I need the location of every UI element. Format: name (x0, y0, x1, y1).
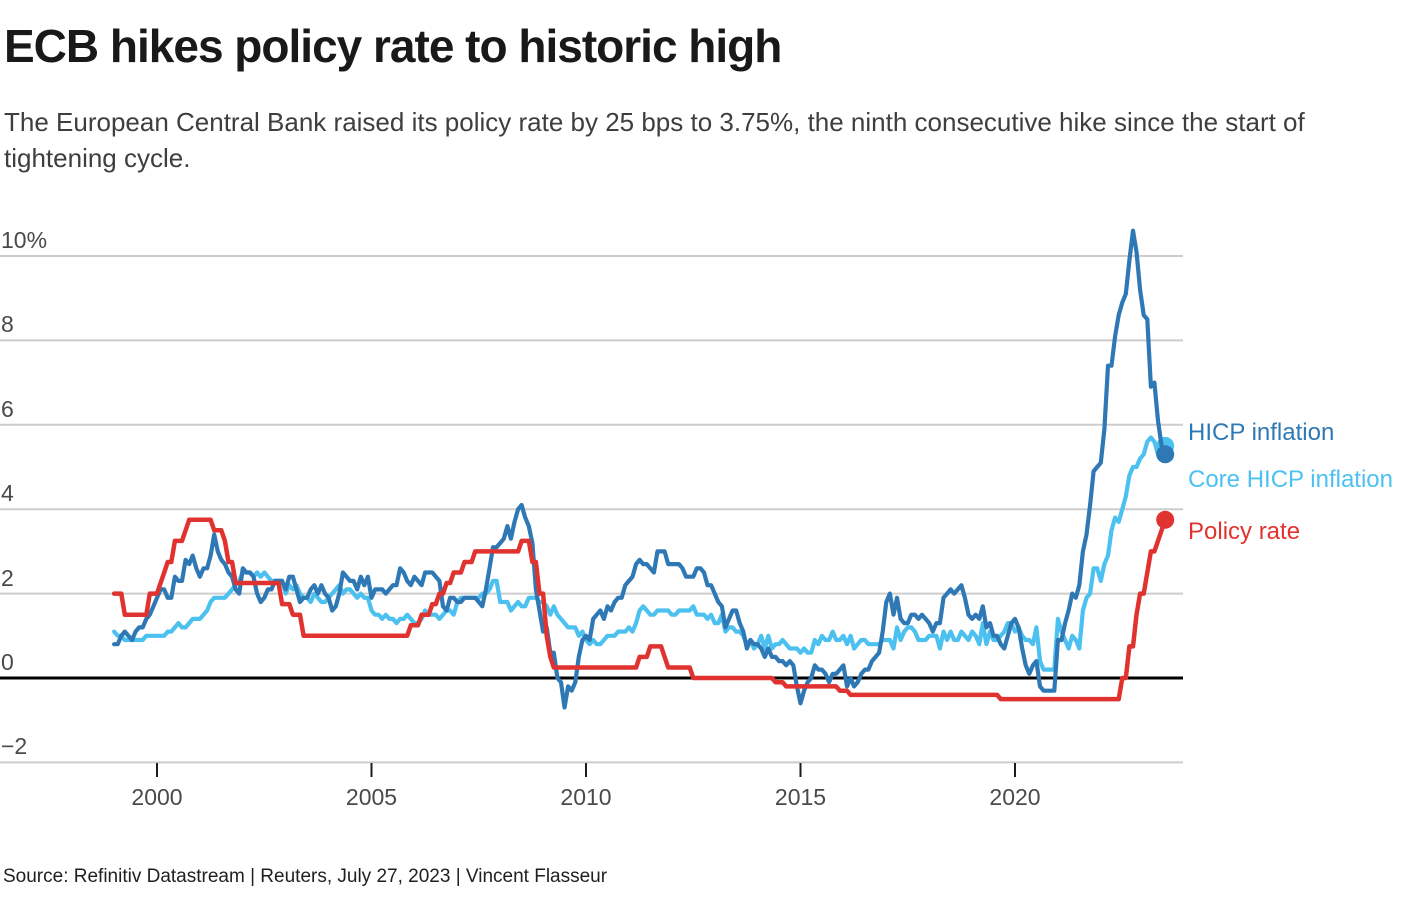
series-line-hicp-inflation (112, 228, 1168, 710)
x-tick-label-2010: 2010 (560, 784, 612, 810)
series-endpoint-policy-rate (1156, 510, 1175, 529)
x-tick-label-2000: 2000 (131, 784, 183, 810)
x-tick-label-2020: 2020 (989, 784, 1041, 810)
series-label-hicp-inflation: HICP inflation (1188, 419, 1335, 446)
page-subtitle: The European Central Bank raised its pol… (4, 107, 1305, 173)
series-endpoint-hicp-inflation (1156, 445, 1175, 464)
y-tick-label-10: 10% (1, 227, 48, 253)
x-tick-label-2015: 2015 (774, 784, 827, 810)
page-title: ECB hikes policy rate to historic high (4, 20, 782, 72)
series-label-core-hicp-inflation: Core HICP inflation (1188, 466, 1393, 493)
x-tick-label-2005: 2005 (345, 784, 398, 810)
y-tick-label-8: 8 (1, 311, 14, 338)
y-tick-label--2: −2 (1, 733, 28, 760)
series-line-policy-rate (111, 517, 1168, 702)
series-line-core-hicp-inflation (112, 435, 1168, 672)
y-tick-label-4: 4 (1, 480, 14, 507)
y-tick-label-6: 6 (1, 395, 14, 422)
y-tick-label-2: 2 (1, 564, 14, 591)
series-label-policy-rate: Policy rate (1188, 518, 1301, 545)
source-line: Source: Refinitiv Datastream | Reuters, … (3, 866, 608, 887)
y-tick-label-0: 0 (1, 649, 14, 675)
